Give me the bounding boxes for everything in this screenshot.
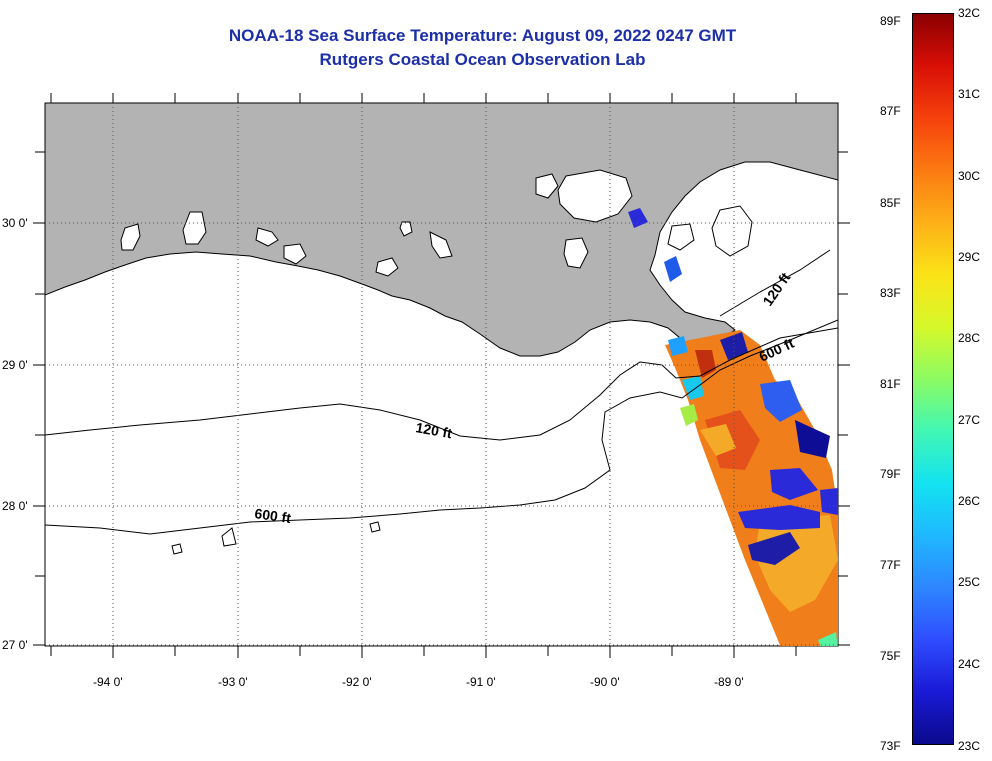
- map-title: NOAA-18 Sea Surface Temperature: August …: [228, 26, 737, 45]
- colorbar-f-81: 81F: [880, 377, 901, 391]
- lon-label-92: -92 0': [342, 675, 372, 689]
- lat-label-28: 28 0': [2, 499, 28, 513]
- colorbar-c-25: 25C: [958, 575, 981, 589]
- colorbar-c-30: 30C: [958, 169, 981, 183]
- lon-label-94: -94 0': [93, 675, 123, 689]
- sst-swath: [628, 208, 838, 646]
- lat-label-27: 27 0': [2, 638, 28, 652]
- colorbar-c-24: 24C: [958, 657, 981, 671]
- lon-label-93: -93 0': [218, 675, 248, 689]
- colorbar-c-28: 28C: [958, 331, 981, 345]
- lon-label-91: -91 0': [466, 675, 496, 689]
- lon-label-89: -89 0': [714, 675, 744, 689]
- colorbar-f-89: 89F: [880, 14, 901, 28]
- colorbar-c-32: 32C: [958, 6, 981, 20]
- temperature-colorbar: [912, 13, 954, 745]
- colorbar-f-79: 79F: [880, 467, 901, 481]
- colorbar-c-26: 26C: [958, 494, 981, 508]
- contour-label-600-west: 600 ft: [254, 505, 293, 526]
- map-subtitle: Rutgers Coastal Ocean Observation Lab: [319, 50, 646, 69]
- colorbar-f-83: 83F: [880, 286, 901, 300]
- colorbar-c-31: 31C: [958, 87, 981, 101]
- lat-label-30: 30 0': [2, 216, 28, 230]
- lon-label-90: -90 0': [590, 675, 620, 689]
- lat-label-29: 29 0': [2, 358, 28, 372]
- colorbar-f-85: 85F: [880, 196, 901, 210]
- colorbar-f-73: 73F: [880, 739, 901, 753]
- colorbar-f-77: 77F: [880, 558, 901, 572]
- colorbar-f-75: 75F: [880, 649, 901, 663]
- inland-lakes: [120, 169, 753, 277]
- colorbar-c-23: 23C: [958, 739, 981, 753]
- land-mass: [45, 103, 838, 367]
- colorbar-c-27: 27C: [958, 413, 981, 427]
- contour-label-120-west: 120 ft: [414, 419, 453, 441]
- depth-contours: [45, 249, 838, 555]
- graticule: [45, 103, 838, 646]
- colorbar-f-87: 87F: [880, 104, 901, 118]
- axis-ticks: [33, 93, 850, 658]
- colorbar-c-29: 29C: [958, 250, 981, 264]
